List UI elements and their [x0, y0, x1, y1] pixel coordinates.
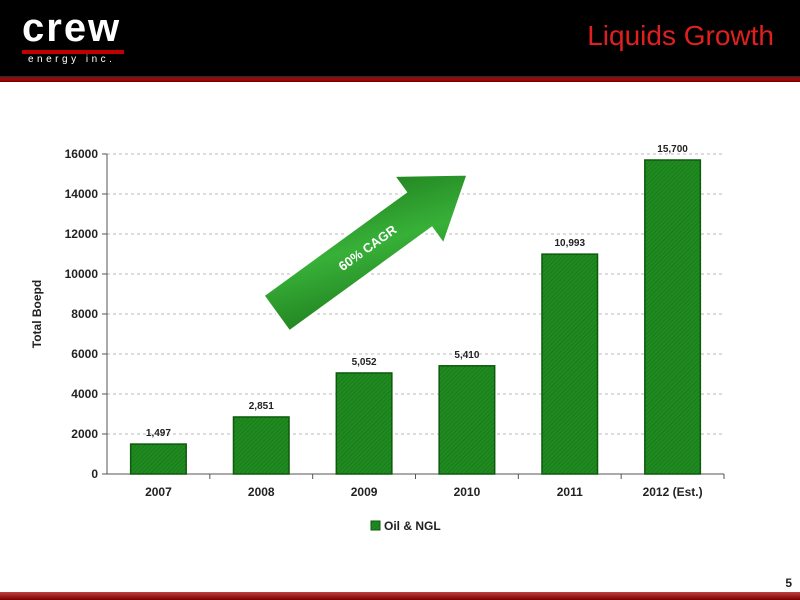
y-tick-label: 10000	[65, 267, 99, 281]
y-tick-label: 8000	[71, 307, 98, 321]
x-tick-label: 2012 (Est.)	[643, 485, 703, 499]
data-label: 5,052	[352, 357, 377, 368]
x-tick-label: 2008	[248, 485, 275, 499]
bar-2010	[438, 365, 496, 475]
y-axis-title: Total Boepd	[30, 280, 44, 348]
footer-bar	[0, 592, 800, 600]
cagr-arrow: 60% CAGR	[262, 173, 469, 333]
x-tick-label: 2010	[454, 485, 481, 499]
data-label: 5,410	[454, 350, 479, 361]
data-label: 2,851	[249, 401, 274, 412]
slide-title: Liquids Growth	[587, 20, 774, 51]
logo-underline	[22, 50, 124, 54]
y-tick-label: 0	[91, 467, 98, 481]
company-logo: crew energy inc.	[22, 6, 132, 68]
bar-2008	[232, 416, 290, 475]
legend-swatch	[370, 520, 381, 531]
y-tick-label: 6000	[71, 347, 98, 361]
bar-2009	[335, 372, 393, 475]
y-tick-label: 12000	[65, 227, 99, 241]
x-tick-label: 2009	[351, 485, 378, 499]
page-number: 5	[785, 576, 792, 590]
y-tick-label: 16000	[65, 147, 99, 161]
logo-subtitle: energy inc.	[28, 54, 116, 65]
bar-2012-est-	[644, 159, 702, 475]
header-bar	[0, 0, 800, 76]
data-label: 1,497	[146, 428, 171, 439]
x-tick-label: 2007	[145, 485, 172, 499]
y-tick-label: 2000	[71, 427, 98, 441]
arrow-shape	[262, 173, 469, 333]
logo-word: crew	[22, 6, 122, 50]
header-rule	[0, 76, 800, 82]
legend-label: Oil & NGL	[384, 519, 441, 533]
data-label: 15,700	[657, 144, 688, 155]
bar-2011	[541, 253, 599, 475]
x-tick-label: 2011	[557, 485, 583, 499]
y-tick-label: 14000	[65, 187, 99, 201]
data-label: 10,993	[554, 238, 585, 249]
bar-2007	[129, 443, 187, 475]
y-tick-label: 4000	[71, 387, 98, 401]
